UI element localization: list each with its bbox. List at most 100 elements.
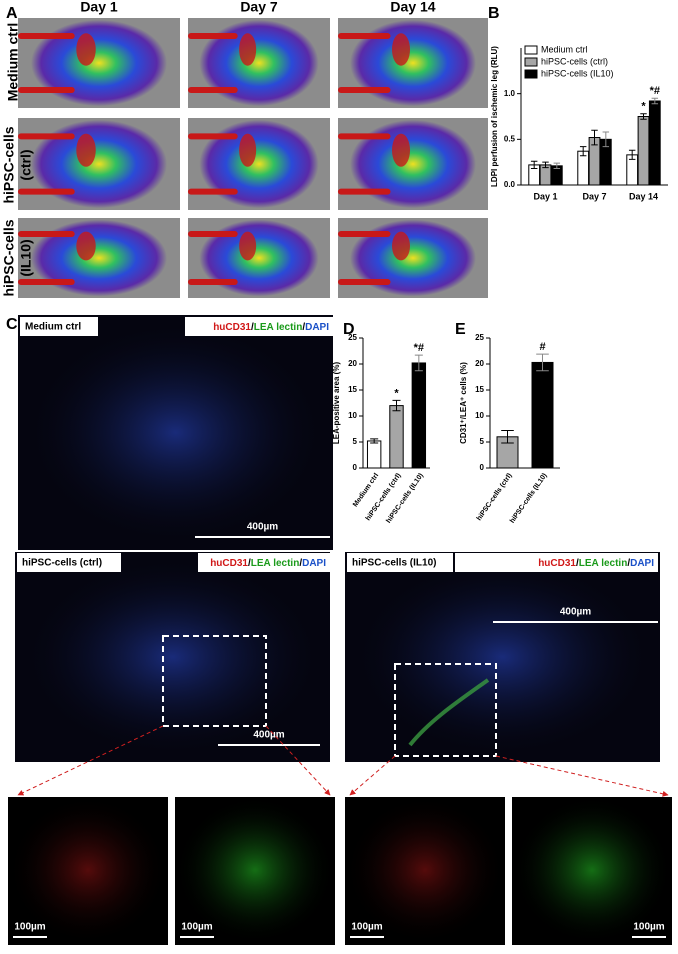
zoom-arrow	[265, 725, 331, 796]
label-box	[17, 553, 121, 572]
perfusion-blob	[199, 19, 319, 107]
zoom-box	[162, 635, 267, 727]
vessel	[18, 33, 75, 39]
stain-part: huCD31	[538, 558, 576, 569]
x-tick-label: Day 7	[582, 191, 606, 201]
stain-part: LEA lectin	[251, 558, 300, 569]
y-tick-label: 5	[353, 437, 358, 446]
scale-label: 100µm	[181, 922, 212, 933]
hotspot	[392, 33, 410, 66]
stain-part: huCD31	[213, 322, 251, 333]
significance: *#	[650, 85, 660, 97]
zoom-box	[394, 663, 497, 757]
dapi-glow	[345, 552, 660, 762]
row-label: hiPSC-cells	[1, 126, 17, 203]
zoom-signal	[512, 796, 672, 944]
dapi-glow	[18, 315, 333, 550]
scale-label: 400µm	[253, 730, 284, 741]
vessel	[18, 188, 75, 195]
y-axis-label: LEA-positive area (%)	[332, 362, 341, 445]
error-bar	[651, 97, 659, 105]
stain-part: DAPI	[302, 558, 326, 569]
stain-part: huCD31	[210, 558, 248, 569]
error-bar	[530, 160, 538, 170]
y-axis-label: CD31⁺/LEA⁺ cells (%)	[459, 362, 468, 444]
panel-letter: D	[343, 321, 355, 338]
vessel	[18, 279, 75, 285]
y-tick-label: 25	[475, 333, 484, 342]
bar	[389, 405, 404, 469]
hotspot	[239, 133, 257, 167]
panel-letter: E	[455, 321, 466, 338]
stain-part: /	[248, 558, 251, 569]
stain-label: huCD31/LEA lectin/DAPI	[538, 558, 654, 569]
error-bar	[602, 131, 610, 148]
error-bar	[640, 113, 647, 120]
significance: #	[539, 341, 545, 353]
bar	[411, 362, 427, 469]
stain-part: /	[627, 558, 630, 569]
y-axis-label: LDPI perfusion of ischemic leg (RLU)	[490, 46, 499, 187]
panel-letter: C	[6, 316, 18, 333]
legend-swatch	[524, 57, 538, 67]
perfusion-blob	[199, 119, 319, 209]
legend-swatch	[524, 69, 538, 79]
perfusion-blob	[350, 119, 476, 209]
vessel	[188, 133, 238, 140]
significance: *	[641, 101, 646, 113]
perfusion-blob	[350, 219, 476, 297]
legend-label: Medium ctrl	[541, 44, 588, 54]
label-box	[455, 553, 658, 572]
error-bar	[591, 129, 598, 146]
perfusion-blob	[350, 19, 476, 107]
vessel	[338, 33, 391, 39]
vessel	[188, 87, 238, 93]
stain-label: huCD31/LEA lectin/DAPI	[213, 322, 329, 333]
y-tick-label: 1.0	[504, 89, 516, 98]
error-bar	[370, 438, 379, 444]
bar	[366, 440, 382, 469]
stain-part: DAPI	[305, 322, 329, 333]
hotspot	[76, 231, 96, 261]
label-box	[347, 553, 453, 572]
error-bar	[536, 353, 549, 372]
y-tick-label: 15	[475, 385, 484, 394]
zoom-signal	[345, 796, 505, 944]
bar	[648, 100, 661, 186]
x-tick-label: Day 1	[533, 191, 557, 201]
error-bar	[414, 354, 423, 372]
scale-label: 100µm	[14, 922, 45, 933]
legend-swatch	[524, 45, 538, 55]
hotspot	[76, 133, 96, 167]
x-tick-label: Day 14	[629, 191, 658, 201]
error-bar	[542, 161, 549, 169]
row-label: hiPSC-cells	[1, 219, 17, 296]
hotspot	[392, 133, 410, 167]
error-bar	[392, 399, 401, 412]
row-label: Medium ctrl	[5, 23, 21, 102]
perfusion-blob	[199, 219, 319, 297]
vessel	[188, 33, 238, 39]
significance: *#	[414, 342, 424, 354]
stain-label: huCD31/LEA lectin/DAPI	[210, 558, 326, 569]
zoom-signal	[8, 796, 168, 944]
error-bar	[553, 162, 561, 170]
panel-letter: A	[6, 5, 18, 22]
stain-part: /	[299, 558, 302, 569]
y-tick-label: 0.0	[504, 180, 516, 189]
panel-letter: B	[488, 5, 500, 22]
vessel	[338, 87, 391, 93]
scale-label: 100µm	[351, 922, 382, 933]
row-label: (IL10)	[18, 239, 34, 276]
y-tick-label: 15	[348, 385, 357, 394]
scale-label: 100µm	[633, 922, 664, 933]
stain-part: DAPI	[630, 558, 654, 569]
bar	[577, 150, 590, 186]
error-bar	[628, 149, 636, 160]
perfusion-blob	[30, 219, 168, 297]
vessel	[338, 231, 391, 237]
y-tick-label: 10	[475, 411, 484, 420]
perfusion-blob	[30, 19, 168, 107]
y-tick-label: 0	[480, 463, 485, 472]
micrograph-label: Medium ctrl	[25, 322, 81, 333]
